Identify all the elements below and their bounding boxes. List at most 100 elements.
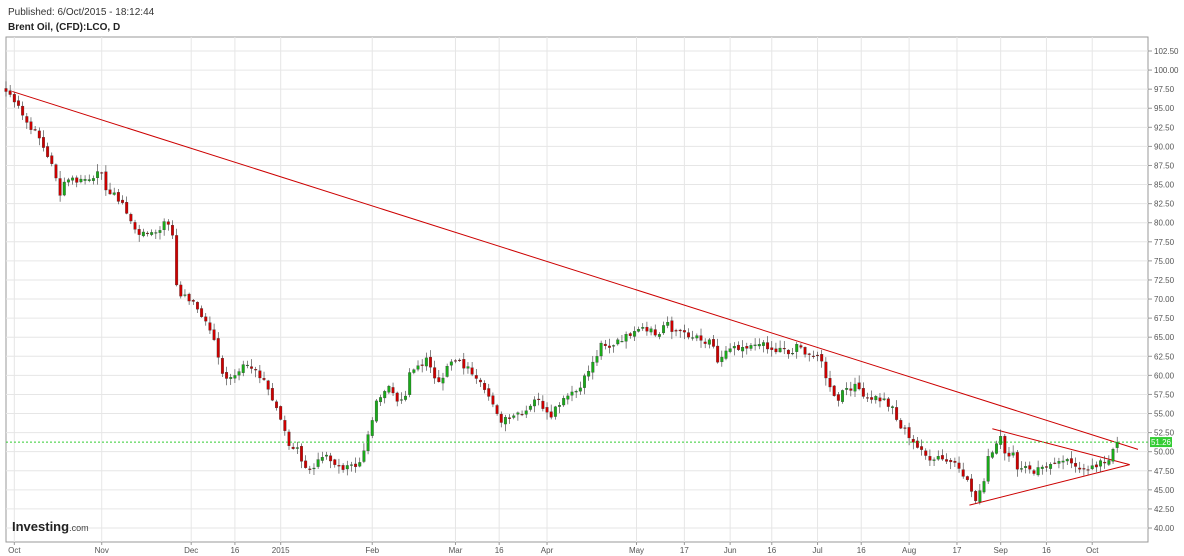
candle-down	[354, 463, 358, 467]
candle-up	[1065, 459, 1069, 462]
candle-up	[183, 294, 187, 296]
candle-down	[603, 343, 607, 346]
candle-down	[17, 100, 20, 106]
candle-down	[745, 346, 749, 349]
candle-up	[795, 344, 799, 352]
y-tick-label: 60.00	[1154, 371, 1175, 380]
candle-down	[628, 333, 632, 336]
candle-up	[1099, 460, 1102, 467]
y-tick-label: 72.50	[1154, 276, 1175, 285]
candle-down	[737, 344, 740, 350]
candle-up	[83, 179, 87, 181]
candle-down	[270, 388, 274, 401]
grid-lines	[6, 37, 1148, 542]
candle-down	[75, 177, 79, 183]
candle-up	[570, 391, 574, 396]
trendline	[969, 464, 1130, 506]
y-tick-label: 80.00	[1154, 219, 1175, 228]
candle-up	[87, 179, 91, 181]
candle-down	[1044, 466, 1048, 468]
y-tick-label: 40.00	[1154, 524, 1175, 533]
candle-up	[62, 181, 66, 196]
candle-down	[878, 397, 882, 402]
candle-up	[553, 406, 557, 417]
candle-down	[216, 338, 220, 358]
candle-down	[1094, 464, 1098, 468]
candle-up	[616, 339, 620, 345]
x-tick-label: Aug	[902, 546, 916, 555]
candle-up	[641, 327, 645, 329]
candle-up	[999, 436, 1003, 445]
investing-logo: Investing.com	[12, 519, 89, 534]
candle-up	[982, 481, 986, 493]
candle-down	[1082, 468, 1086, 470]
candle-down	[861, 388, 865, 397]
candle-down	[1069, 458, 1073, 464]
candle-up	[757, 344, 761, 347]
candle-down	[1078, 467, 1082, 470]
published-date: Published: 6/Oct/2015 - 18:12:44	[8, 7, 155, 18]
candle-up	[150, 232, 154, 235]
candle-up	[1057, 461, 1061, 464]
candle-up	[749, 345, 753, 349]
candle-up	[707, 339, 711, 345]
candle-up	[162, 221, 166, 230]
candle-down	[924, 450, 928, 456]
y-tick-label: 85.00	[1154, 181, 1175, 190]
y-tick-label: 100.00	[1154, 66, 1179, 75]
x-tick-label: Nov	[95, 546, 109, 555]
candle-down	[670, 320, 674, 332]
candle-up	[845, 388, 849, 390]
y-tick-label: 77.50	[1154, 238, 1175, 247]
candle-down	[46, 146, 50, 157]
candle-down	[116, 192, 120, 202]
candle-down	[545, 407, 549, 413]
candle-down	[782, 348, 786, 350]
candle-down	[187, 293, 191, 302]
candle-up	[1111, 449, 1115, 462]
candle-up	[695, 335, 699, 339]
y-tick-label: 65.00	[1154, 333, 1175, 342]
candle-down	[903, 427, 907, 429]
candle-up	[595, 356, 599, 363]
candle-down	[1015, 452, 1019, 470]
candle-down	[200, 308, 204, 317]
candle-down	[474, 375, 478, 379]
x-tick-label: Jul	[812, 546, 822, 555]
candle-up	[599, 342, 603, 357]
candle-down	[653, 329, 657, 336]
candle-up	[1036, 467, 1040, 476]
y-tick-label: 62.50	[1154, 352, 1175, 361]
candle-down	[308, 468, 312, 470]
candle-up	[349, 464, 353, 466]
candlesticks	[4, 81, 1119, 505]
x-tick-label: Oct	[1086, 546, 1099, 555]
x-tick-label: Jun	[724, 546, 737, 555]
candle-up	[578, 387, 582, 392]
candle-down	[940, 455, 944, 460]
candle-up	[91, 178, 95, 181]
candle-down	[4, 88, 8, 92]
candle-up	[583, 375, 586, 388]
candle-down	[807, 353, 811, 355]
candle-down	[283, 420, 287, 431]
candle-down	[687, 332, 690, 338]
candle-down	[29, 121, 33, 130]
candle-up	[528, 405, 532, 410]
candle-up	[591, 361, 595, 373]
y-tick-label: 52.50	[1154, 429, 1175, 438]
candle-down	[250, 366, 253, 369]
x-tick-label: 16	[495, 546, 504, 555]
y-tick-label: 95.00	[1154, 104, 1175, 113]
candle-down	[945, 459, 949, 462]
candle-up	[96, 171, 100, 179]
candle-down	[341, 465, 345, 470]
candle-up	[891, 406, 894, 408]
candle-down	[949, 460, 953, 463]
candle-up	[853, 383, 857, 392]
candle-down	[395, 392, 399, 402]
candle-up	[237, 371, 241, 376]
candle-up	[995, 443, 998, 454]
candle-up	[620, 341, 624, 343]
